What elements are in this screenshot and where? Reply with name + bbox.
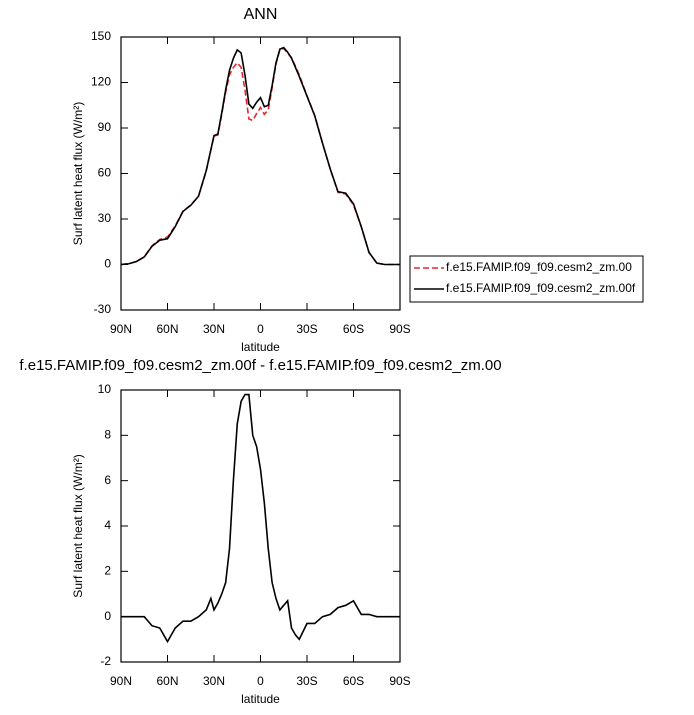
- y-tick-label: 2: [104, 564, 111, 578]
- x-tick-label: 60S: [343, 674, 364, 688]
- chart-title: f.e15.FAMIP.f09_f09.cesm2_zm.00f - f.e15…: [19, 357, 501, 374]
- y-tick-label: 6: [104, 473, 111, 487]
- y-tick-label: 30: [98, 211, 112, 225]
- data-line: [120, 46, 400, 266]
- plot-frame: [120, 36, 401, 311]
- y-tick-label: 10: [98, 382, 112, 396]
- data-line: [120, 47, 400, 266]
- x-tick-label: 30N: [203, 674, 225, 688]
- x-axis-label: latitude: [241, 340, 280, 354]
- legend-box: [409, 255, 644, 303]
- y-axis-label: Surf latent heat flux (W/m²): [71, 454, 85, 597]
- x-tick-label: 60N: [156, 322, 178, 336]
- y-tick-label: 4: [104, 518, 111, 532]
- x-tick-label: 30S: [296, 674, 317, 688]
- x-tick-label: 60S: [343, 322, 364, 336]
- x-tick-label: 0: [257, 322, 264, 336]
- x-tick-label: 90N: [110, 674, 132, 688]
- x-tick-label: 60N: [156, 674, 178, 688]
- legend-label: f.e15.FAMIP.f09_f09.cesm2_zm.00: [446, 260, 632, 274]
- plot-frame: [120, 389, 401, 663]
- x-tick-label: 30S: [296, 322, 317, 336]
- y-tick-label: 90: [98, 120, 112, 134]
- y-tick-label: 150: [91, 29, 111, 43]
- legend-label: f.e15.FAMIP.f09_f09.cesm2_zm.00f: [446, 281, 636, 295]
- x-tick-label: 0: [257, 674, 264, 688]
- x-tick-label: 30N: [203, 322, 225, 336]
- y-tick-label: 0: [104, 609, 111, 623]
- y-tick-label: -30: [94, 302, 112, 316]
- y-axis-label: Surf latent heat flux (W/m²): [71, 102, 85, 245]
- data-line: [121, 393, 400, 644]
- chart-title: ANN: [244, 6, 278, 23]
- y-tick-label: 120: [91, 75, 111, 89]
- x-tick-label: 90S: [389, 322, 410, 336]
- y-tick-label: 0: [104, 257, 111, 271]
- y-tick-label: -2: [100, 654, 111, 668]
- x-axis-label: latitude: [241, 692, 280, 706]
- y-tick-label: 8: [104, 428, 111, 442]
- x-tick-label: 90N: [110, 322, 132, 336]
- y-tick-label: 60: [98, 166, 112, 180]
- x-tick-label: 90S: [389, 674, 410, 688]
